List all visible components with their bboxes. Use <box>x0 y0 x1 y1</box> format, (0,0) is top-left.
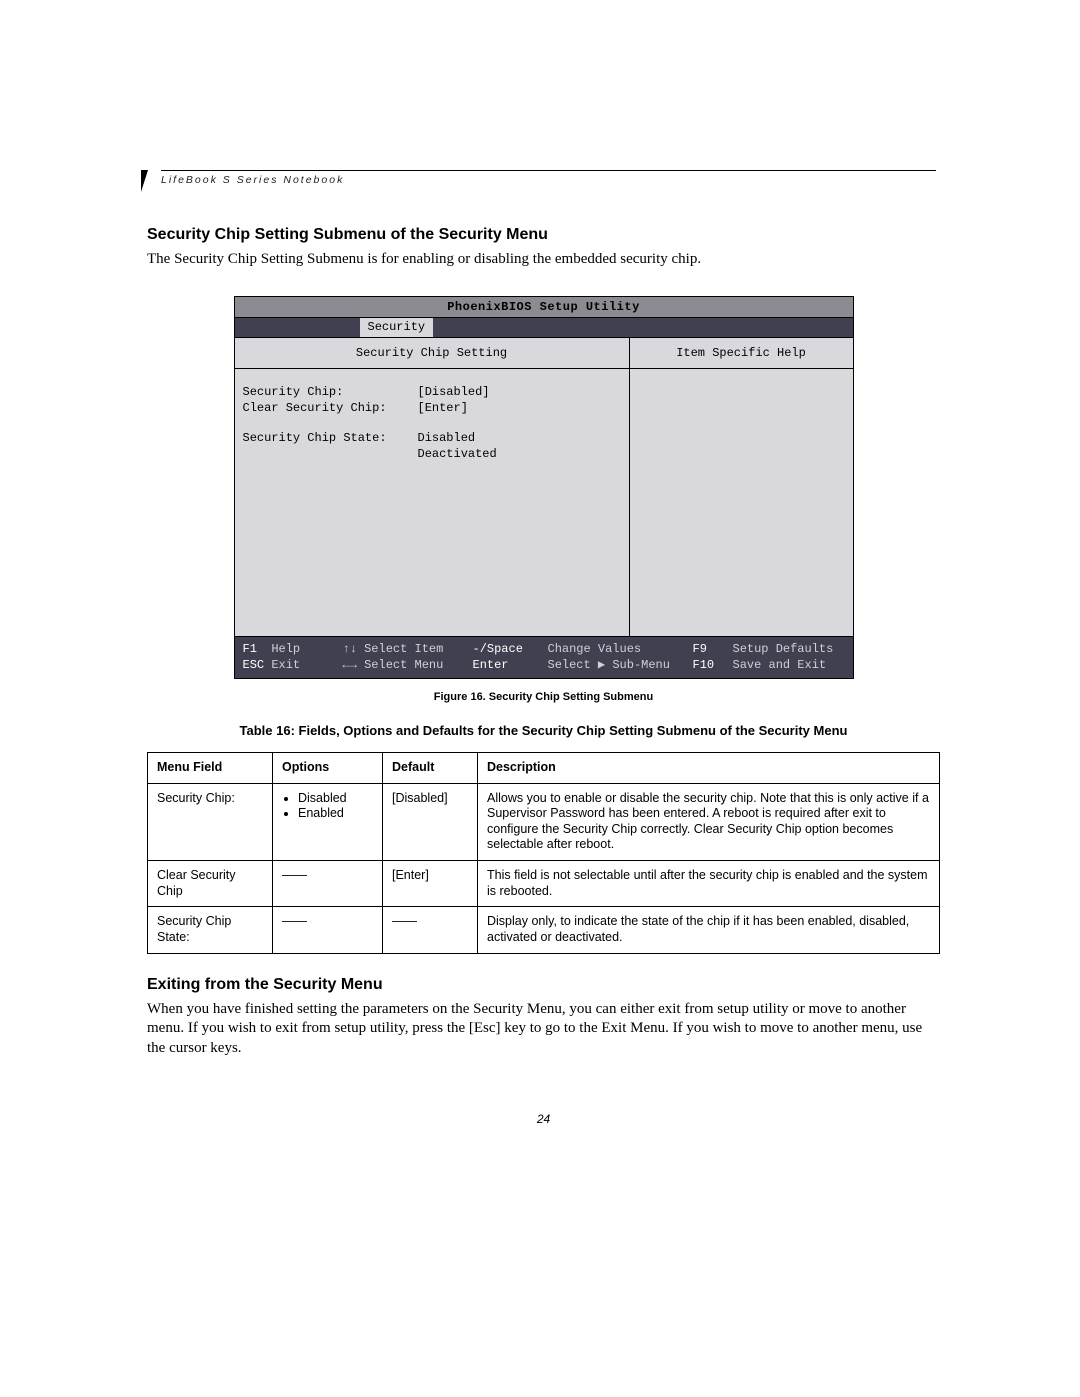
table-cell-desc: Display only, to indicate the state of t… <box>478 907 940 953</box>
table-cell-default: —— <box>383 907 478 953</box>
bios-key-label: Select ▶ Sub-Menu <box>548 657 693 673</box>
table-row: Clear Security Chip —— [Enter] This fiel… <box>148 861 940 907</box>
header-title: LifeBook S Series Notebook <box>161 171 940 186</box>
page-number: 24 <box>147 1112 940 1126</box>
section-body: When you have finished setting the param… <box>147 1000 940 1059</box>
option-item: Enabled <box>298 806 373 822</box>
table-header: Default <box>383 752 478 783</box>
page-marker-icon <box>141 170 155 192</box>
bios-key-label: Exit <box>271 658 300 672</box>
table-cell-field: Security Chip State: <box>148 907 273 953</box>
bios-key-label: ↑↓ Select Item <box>343 641 473 657</box>
bios-state-row: Deactivated <box>243 447 621 461</box>
bios-setting-label: Clear Security Chip: <box>243 401 418 415</box>
bios-state-value: Deactivated <box>418 447 497 461</box>
bios-key-label: Setup Defaults <box>733 641 834 657</box>
bios-key: F1 <box>243 642 257 656</box>
bios-setting-row[interactable]: Security Chip: [Disabled] <box>243 385 621 399</box>
bios-setting-value: [Enter] <box>418 401 468 415</box>
bios-help-title: Item Specific Help <box>630 338 853 369</box>
bios-setting-value: [Disabled] <box>418 385 490 399</box>
table-row: Security Chip State: —— —— Display only,… <box>148 907 940 953</box>
section-body: The Security Chip Setting Submenu is for… <box>147 250 940 270</box>
bios-key: ESC <box>243 658 265 672</box>
bios-title: PhoenixBIOS Setup Utility <box>235 297 853 318</box>
section-heading: Exiting from the Security Menu <box>147 976 940 994</box>
bios-state-label: Security Chip State: <box>243 431 418 445</box>
table-cell-desc: Allows you to enable or disable the secu… <box>478 783 940 861</box>
bios-footer: F1 Help ↑↓ Select Item -/Space Change Va… <box>235 636 853 678</box>
bios-left-body: Security Chip: [Disabled] Clear Security… <box>235 369 629 636</box>
bios-state-row: Security Chip State: Disabled <box>243 431 621 445</box>
bios-key-label: ←→ Select Menu <box>343 657 473 673</box>
bios-left-title: Security Chip Setting <box>235 338 629 369</box>
figure-caption: Figure 16. Security Chip Setting Submenu <box>147 691 940 703</box>
bios-key: F10 <box>693 657 733 673</box>
table-cell-options: —— <box>273 907 383 953</box>
bios-key: F9 <box>693 641 733 657</box>
bios-key: Enter <box>473 657 548 673</box>
table-cell-default: [Enter] <box>383 861 478 907</box>
table-row: Security Chip: Disabled Enabled [Disable… <box>148 783 940 861</box>
table-cell-options: —— <box>273 861 383 907</box>
bios-key-label: Help <box>271 642 300 656</box>
table-cell-desc: This field is not selectable until after… <box>478 861 940 907</box>
bios-state-value: Disabled <box>418 431 476 445</box>
bios-tab-security[interactable]: Security <box>360 318 434 337</box>
table-header: Options <box>273 752 383 783</box>
option-item: Disabled <box>298 791 373 807</box>
table-header-row: Menu Field Options Default Description <box>148 752 940 783</box>
table-header: Menu Field <box>148 752 273 783</box>
bios-setting-label: Security Chip: <box>243 385 418 399</box>
bios-tabbar: Security <box>235 318 853 338</box>
fields-table: Menu Field Options Default Description S… <box>147 752 940 954</box>
table-caption: Table 16: Fields, Options and Defaults f… <box>147 723 940 738</box>
bios-setting-row[interactable]: Clear Security Chip: [Enter] <box>243 401 621 415</box>
bios-key-label: Save and Exit <box>733 657 827 673</box>
table-cell-field: Clear Security Chip <box>148 861 273 907</box>
table-cell-default: [Disabled] <box>383 783 478 861</box>
table-cell-field: Security Chip: <box>148 783 273 861</box>
section-heading: Security Chip Setting Submenu of the Sec… <box>147 226 940 244</box>
bios-key-label: Change Values <box>548 641 693 657</box>
table-header: Description <box>478 752 940 783</box>
bios-help-body <box>630 369 853 636</box>
bios-window: PhoenixBIOS Setup Utility Security Secur… <box>234 296 854 679</box>
bios-key: -/Space <box>473 641 548 657</box>
table-cell-options: Disabled Enabled <box>273 783 383 861</box>
